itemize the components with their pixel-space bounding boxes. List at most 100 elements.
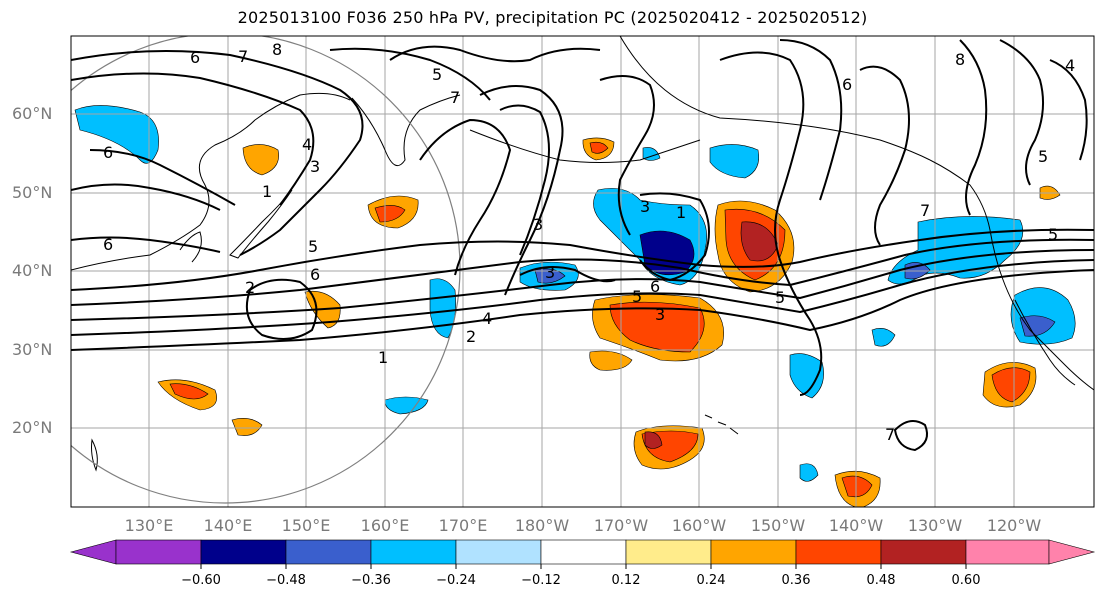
- contour-label: 7: [920, 201, 930, 220]
- contour-label: 6: [650, 277, 660, 296]
- na-west-coast: [929, 159, 1094, 391]
- map-title: 2025013100 F036 250 hPa PV, precipitatio…: [237, 8, 868, 27]
- colorbar-tick-label: 0.24: [696, 573, 726, 588]
- blue-area-small-2: [384, 396, 429, 415]
- contour-label: 7: [885, 425, 895, 444]
- colorbar-segment: [710, 539, 797, 565]
- contour-label: 8: [272, 40, 282, 59]
- colorbar-segment: [200, 539, 287, 565]
- warm-area-small-5: [231, 418, 263, 436]
- asia-coast: [71, 92, 351, 271]
- warm-area-east-core: [991, 367, 1031, 403]
- blue-area-baja-core: [1019, 315, 1056, 337]
- contour-label: 3: [545, 263, 555, 282]
- colorbar-tick-label: −0.24: [436, 573, 476, 588]
- blue-area-nw: [74, 105, 159, 164]
- baja-coast: [1014, 299, 1076, 386]
- colorbar-segment: [880, 539, 967, 565]
- colorbar-tick-label: −0.48: [266, 573, 306, 588]
- blue-area-small-5: [799, 463, 819, 482]
- colorbar-segment: [285, 539, 372, 565]
- contour-label: 1: [262, 182, 272, 201]
- contour-label: 7: [238, 47, 248, 66]
- warm-area-japan: [242, 144, 279, 176]
- contour-label: 5: [1038, 147, 1048, 166]
- warm-area-ne-pacific-core: [740, 221, 779, 262]
- colorbar-tick-label: 0.12: [611, 573, 641, 588]
- contour-label: 3: [655, 305, 665, 324]
- lon-label-180w: 180°W: [514, 516, 570, 535]
- contour-label: 5: [308, 237, 318, 256]
- contour-label: 5: [1048, 225, 1058, 244]
- warm-area-southeast-core: [841, 475, 873, 498]
- warm-area-south-japan-core: [169, 383, 209, 400]
- lon-label-160e: 160°E: [360, 516, 410, 535]
- contour-label: 7: [450, 88, 460, 107]
- lon-label-120w: 120°W: [986, 516, 1042, 535]
- contour-label: 5: [775, 288, 785, 307]
- contour-label: 6: [842, 75, 852, 94]
- pv-contours: [71, 39, 1094, 452]
- contour-label: 6: [103, 143, 113, 162]
- warm-area-aleutian-core: [589, 141, 609, 154]
- colorbar-tick-label: 0.60: [951, 573, 981, 588]
- reference-circle: [71, 36, 461, 504]
- colorbar-segment: [115, 539, 202, 565]
- map-frame: [70, 35, 1095, 508]
- colorbar-segment: [965, 539, 1050, 565]
- lon-label-150e: 150°E: [281, 516, 331, 535]
- colorbar-tick-label: 0.48: [866, 573, 896, 588]
- contour-label: 6: [310, 265, 320, 284]
- lat-label-20n: 20°N: [12, 418, 53, 437]
- lon-label-130w: 130°W: [907, 516, 963, 535]
- contour-label: 5: [432, 65, 442, 84]
- contour-label: 6: [190, 48, 200, 67]
- colorbar-extend-low: [69, 539, 117, 565]
- contour-label: 8: [955, 50, 965, 69]
- blue-area-ak: [709, 144, 759, 179]
- aleutians: [469, 129, 701, 163]
- lon-label-130e: 130°E: [124, 516, 174, 535]
- colorbar-segment: [540, 539, 627, 565]
- contour-label: 3: [640, 197, 650, 216]
- blue-area-subtropical: [789, 353, 824, 399]
- warm-area-hawaii-deep: [644, 431, 663, 449]
- lat-label-50n: 50°N: [12, 183, 53, 202]
- lat-label-60n: 60°N: [12, 104, 53, 123]
- japan-coast: [229, 189, 293, 259]
- coastlines: [71, 36, 1094, 472]
- contour-label: 6: [103, 235, 113, 254]
- contour-label: 1: [378, 348, 388, 367]
- colorbar: [69, 539, 1096, 569]
- colorbar-tick-label: −0.12: [521, 573, 561, 588]
- contour-label: 4: [1065, 56, 1075, 75]
- kamchatka-coast: [351, 94, 461, 167]
- colorbar-segment: [370, 539, 457, 565]
- contour-label: 3: [533, 215, 543, 234]
- contour-label: 1: [676, 203, 686, 222]
- colorbar-tick-label: −0.60: [181, 573, 221, 588]
- korea-coast: [179, 231, 202, 263]
- contour-label: 2: [245, 278, 255, 297]
- lon-label-170e: 170°E: [438, 516, 488, 535]
- taiwan-coast: [91, 438, 98, 472]
- colorbar-segment: [455, 539, 542, 565]
- blue-area-small-3: [871, 328, 896, 347]
- lon-label-140w: 140°W: [828, 516, 884, 535]
- hawaii-islands: [704, 414, 739, 435]
- lat-label-30n: 30°N: [12, 340, 53, 359]
- colorbar-extend-high: [1048, 539, 1096, 565]
- contour-label-group: 6 7 8 5 7 6 4 3 1 6 5 6 2 4 2 1 3 3 1 5 …: [103, 40, 1075, 444]
- warm-area-kuril-core: [374, 205, 406, 223]
- contour-label: 4: [482, 309, 492, 328]
- lon-label-160w: 160°W: [671, 516, 727, 535]
- contour-label: 2: [466, 327, 476, 346]
- contour-label: 3: [310, 157, 320, 176]
- lon-label-150w: 150°W: [750, 516, 806, 535]
- contour-label: 5: [632, 287, 642, 306]
- lon-label-170w: 170°W: [593, 516, 649, 535]
- colorbar-segment: [795, 539, 882, 565]
- colorbar-tick-label: 0.36: [781, 573, 811, 588]
- colorbar-segment: [625, 539, 712, 565]
